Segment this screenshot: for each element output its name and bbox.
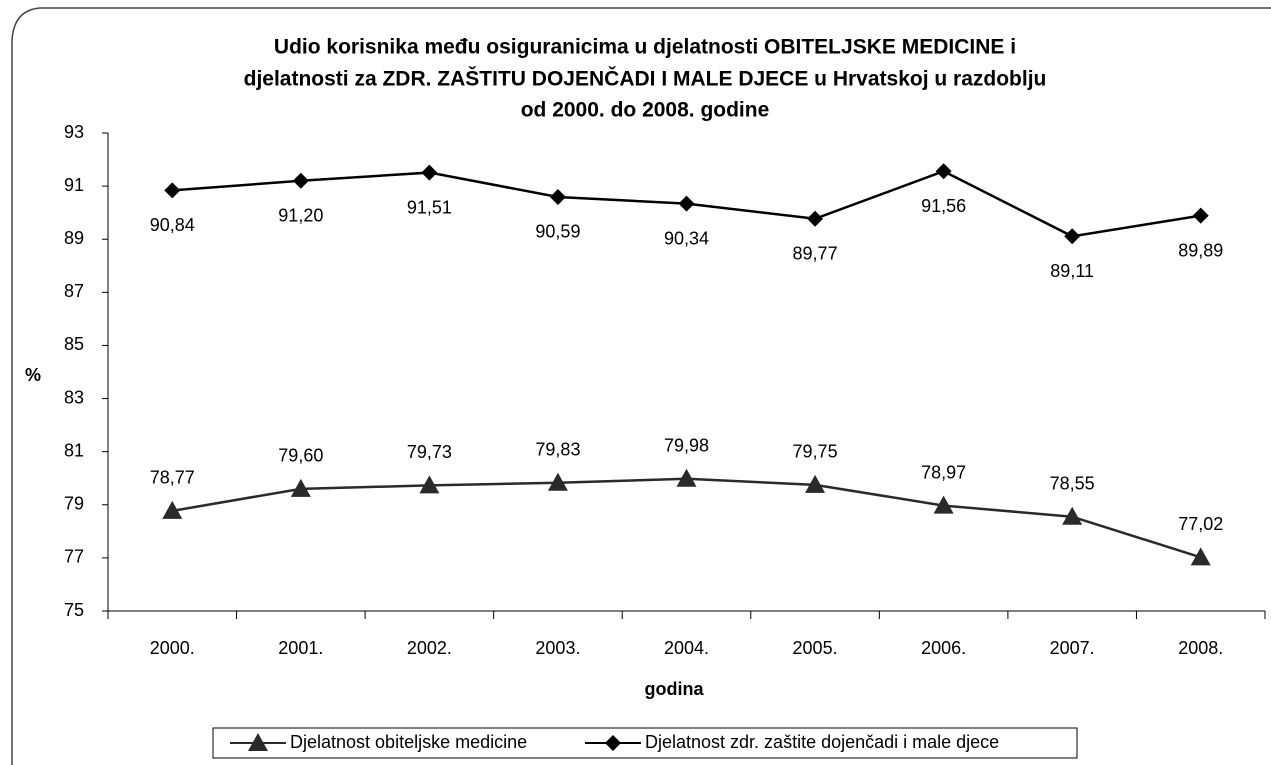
data-label: 90,59 (535, 222, 580, 242)
data-label: 89,11 (1050, 261, 1094, 281)
y-tick-label: 89 (64, 228, 84, 248)
legend-box (212, 727, 1078, 759)
x-tick-label: 2004. (664, 638, 709, 658)
data-label: 79,75 (793, 442, 838, 462)
legend-label: Djelatnost zdr. zaštite dojenčadi i male… (645, 732, 999, 752)
y-tick-label: 77 (64, 547, 84, 567)
marker (162, 500, 183, 519)
data-label: 91,51 (407, 197, 452, 217)
y-tick-label: 75 (64, 600, 84, 620)
data-label: 89,89 (1178, 240, 1223, 260)
data-label: 90,34 (664, 228, 709, 248)
marker (1190, 547, 1211, 566)
data-label: 91,56 (921, 196, 966, 216)
x-tick-label: 2001. (278, 638, 323, 658)
y-tick-label: 79 (64, 494, 84, 514)
marker (935, 163, 952, 180)
data-label: 90,84 (150, 215, 195, 235)
x-axis-label: godina (645, 679, 705, 699)
x-tick-label: 2000. (150, 638, 195, 658)
y-tick-label: 81 (64, 440, 84, 460)
data-label: 79,98 (664, 436, 709, 456)
y-tick-label: 93 (64, 122, 84, 142)
legend-label: Djelatnost obiteljske medicine (290, 732, 527, 752)
marker (248, 733, 268, 751)
y-tick-label: 87 (64, 281, 84, 301)
marker (292, 172, 309, 189)
y-axis-label: % (25, 365, 41, 385)
marker (421, 164, 438, 181)
chart-title: od 2000. do 2008. godine (521, 99, 770, 122)
x-tick-label: 2005. (793, 638, 838, 658)
data-label: 91,20 (278, 206, 323, 226)
marker (549, 188, 566, 205)
x-tick-label: 2008. (1178, 638, 1223, 658)
marker (807, 210, 824, 227)
x-tick-label: 2007. (1050, 638, 1095, 658)
y-tick-label: 91 (64, 175, 84, 195)
marker (805, 474, 826, 493)
chart-border (11, 7, 1271, 765)
data-label: 89,77 (793, 244, 838, 264)
marker (933, 495, 954, 514)
marker (164, 182, 181, 199)
chart-title: Udio korisnika među osiguranicima u djel… (274, 36, 1016, 59)
marker (605, 735, 621, 751)
data-label: 79,73 (407, 442, 452, 462)
y-tick-label: 83 (64, 387, 84, 407)
data-label: 78,97 (921, 462, 966, 482)
marker (547, 472, 568, 491)
marker (678, 195, 695, 212)
data-label: 77,02 (1178, 514, 1223, 534)
data-label: 78,77 (150, 468, 195, 488)
data-label: 79,83 (535, 439, 580, 459)
data-label: 78,55 (1050, 473, 1095, 493)
marker (1192, 207, 1209, 224)
x-tick-label: 2002. (407, 638, 452, 658)
marker (1064, 228, 1081, 245)
x-tick-label: 2003. (535, 638, 580, 658)
marker (676, 468, 697, 487)
x-tick-label: 2006. (921, 638, 966, 658)
marker (290, 478, 311, 497)
series-line (172, 477, 1202, 559)
y-tick-label: 85 (64, 334, 84, 354)
chart-title: djelatnosti za ZDR. ZAŠTITU DOJENČADI I … (244, 67, 1047, 91)
marker (419, 475, 440, 494)
marker (1062, 506, 1083, 525)
data-label: 79,60 (278, 446, 323, 466)
